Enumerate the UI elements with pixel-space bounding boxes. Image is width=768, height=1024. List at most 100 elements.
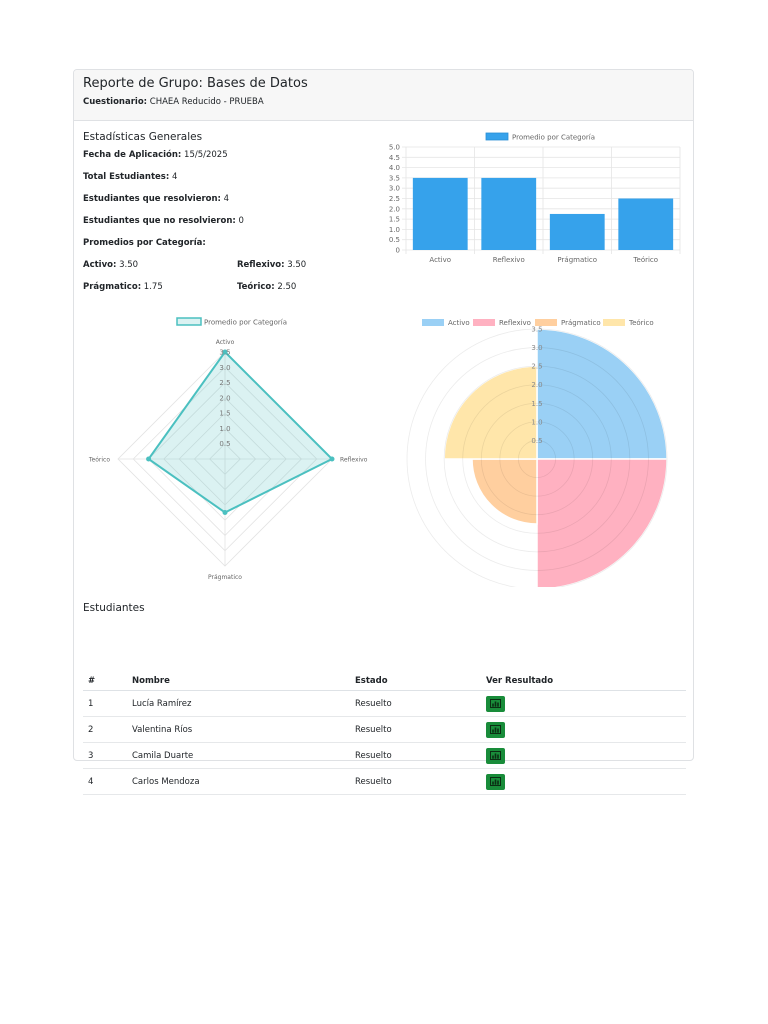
- header-status: Estado: [350, 671, 481, 691]
- radar-tick-label: 3.5: [219, 349, 230, 357]
- bar-y-tick-label: 1.5: [389, 216, 400, 224]
- polar-tick-label: 1.5: [531, 400, 542, 408]
- result-cell: [481, 690, 686, 717]
- student-name: Camila Duarte: [127, 742, 350, 769]
- average-reflexivo: Reflexivo: 3.50: [237, 260, 306, 270]
- bar-x-tick-label: Prágmatico: [557, 256, 597, 264]
- table-row: 3 Camila Duarte Resuelto: [83, 742, 686, 769]
- polar-tick-label: 3.0: [531, 344, 542, 352]
- bar-x-tick-label: Reflexivo: [493, 256, 525, 264]
- average-pragmatico-label: Prágmatico:: [83, 282, 142, 292]
- stat-unresolved-label: Estudiantes que no resolvieron:: [83, 216, 236, 226]
- polar-legend-label-activo: Activo: [448, 319, 470, 327]
- polar-legend-label-reflexivo: Reflexivo: [499, 319, 531, 327]
- stat-total: Total Estudiantes: 4: [83, 172, 177, 182]
- polar-legend-swatch-activo: [422, 319, 444, 326]
- student-name: Valentina Ríos: [127, 716, 350, 743]
- result-cell: [481, 716, 686, 743]
- stat-resolved-value: 4: [223, 194, 230, 204]
- averages-title: Promedios por Categoría:: [83, 238, 206, 248]
- student-status: Resuelto: [350, 742, 481, 769]
- header-number: #: [83, 671, 127, 691]
- students-table: # Nombre Estado Ver Resultado 1 Lucía Ram…: [83, 671, 686, 795]
- polar-tick-label: 2.0: [531, 381, 542, 389]
- row-number: 3: [83, 742, 127, 769]
- report-header: Reporte de Grupo: Bases de Datos Cuestio…: [74, 70, 693, 121]
- polar-grid-ring: [406, 328, 668, 587]
- radar-point-activo: [222, 349, 228, 355]
- questionnaire-label: Cuestionario:: [83, 97, 148, 107]
- polar-segment-reflexivo: [536, 458, 668, 587]
- header-result: Ver Resultado: [481, 671, 686, 691]
- bar-chart: Promedio por Categoría 0 0.5 1.0 1.5 2.0 2.5 3.…: [389, 132, 681, 264]
- bar-legend-swatch: [485, 132, 509, 141]
- average-activo: Activo: 3.50: [83, 260, 138, 270]
- row-number: 4: [83, 768, 127, 795]
- radar-tick-label: 2.0: [219, 394, 230, 402]
- radar-axis-label-pragmatico: Prágmatico: [208, 574, 242, 581]
- view-result-button[interactable]: [486, 773, 505, 790]
- radar-tick-label: 1.5: [219, 410, 230, 418]
- stat-unresolved-value: 0: [238, 216, 244, 226]
- average-teorico-value: 2.50: [277, 282, 297, 292]
- bar-chart-icon: [490, 748, 501, 763]
- average-reflexivo-label: Reflexivo:: [237, 260, 285, 270]
- radar-point-reflexivo: [329, 456, 335, 462]
- stat-date: Fecha de Aplicación: 15/5/2025: [83, 150, 228, 160]
- average-teorico: Teórico: 2.50: [237, 282, 296, 292]
- radar-tick-label: 0.5: [219, 440, 230, 448]
- stat-resolved-label: Estudiantes que resolvieron:: [83, 194, 221, 204]
- bar-y-tick-label: 0: [396, 247, 400, 255]
- questionnaire-info: Cuestionario: CHAEA Reducido - PRUEBA: [83, 97, 684, 108]
- page-title: Reporte de Grupo: Bases de Datos: [83, 76, 308, 91]
- polar-grid-ring: [499, 421, 575, 497]
- student-name: Carlos Mendoza: [127, 768, 350, 795]
- polar-legend-swatch-pragmatico: [535, 319, 557, 326]
- bar-x-tick-label: Teórico: [632, 256, 658, 264]
- bar-y-tick-label: 5.0: [389, 144, 400, 152]
- bar-y-tick-label: 2.5: [389, 195, 400, 203]
- table-row: 1 Lucía Ramírez Resuelto: [83, 690, 686, 717]
- student-status: Resuelto: [350, 716, 481, 743]
- table-header-row: # Nombre Estado Ver Resultado: [83, 671, 686, 691]
- bar-pragmatico: [549, 213, 605, 250]
- bar-y-tick-label: 4.0: [389, 164, 400, 172]
- row-number: 1: [83, 690, 127, 717]
- radar-chart: Promedio por Categoría 0.5 1.0 1.5 2.0 2.5 3.0…: [88, 317, 368, 581]
- view-result-button[interactable]: [486, 695, 505, 712]
- bar-reflexivo: [481, 177, 537, 250]
- radar-tick-label: 2.5: [219, 379, 230, 387]
- average-teorico-label: Teórico:: [237, 282, 275, 292]
- average-pragmatico-value: 1.75: [143, 282, 163, 292]
- stat-date-value: 15/5/2025: [184, 150, 228, 160]
- student-status: Resuelto: [350, 690, 481, 717]
- polar-segment-teorico: [443, 365, 538, 460]
- table-row: 4 Carlos Mendoza Resuelto: [83, 768, 686, 795]
- bar-y-tick-label: 3.0: [389, 185, 400, 193]
- student-name: Lucía Ramírez: [127, 690, 350, 717]
- view-result-button[interactable]: [486, 747, 505, 764]
- bar-chart-icon: [490, 774, 501, 789]
- radar-tick-label: 3.0: [219, 364, 230, 372]
- polar-tick-label: 0.5: [531, 437, 542, 445]
- radar-data-area: [147, 350, 334, 514]
- average-pragmatico: Prágmatico: 1.75: [83, 282, 163, 292]
- stat-total-value: 4: [171, 172, 178, 182]
- table-row: 2 Valentina Ríos Resuelto: [83, 716, 686, 743]
- view-result-button[interactable]: [486, 721, 505, 738]
- polar-grid-ring: [425, 347, 649, 571]
- radar-legend-swatch: [176, 317, 202, 326]
- polar-grid-ring: [462, 384, 612, 534]
- stat-unresolved: Estudiantes que no resolvieron: 0: [83, 216, 244, 226]
- polar-tick-label: 1.0: [531, 418, 542, 426]
- averages-title-text: Promedios por Categoría:: [83, 238, 206, 248]
- average-activo-label: Activo:: [83, 260, 117, 270]
- bar-chart-icon: [490, 696, 501, 711]
- polar-segment-activo: [536, 328, 668, 460]
- polar-legend-swatch-reflexivo: [473, 319, 495, 326]
- row-number: 2: [83, 716, 127, 743]
- polar-tick-label: 3.5: [531, 326, 542, 334]
- polar-grid-ring: [518, 440, 556, 478]
- header-name: Nombre: [127, 671, 350, 691]
- bar-y-tick-label: 3.5: [389, 174, 400, 182]
